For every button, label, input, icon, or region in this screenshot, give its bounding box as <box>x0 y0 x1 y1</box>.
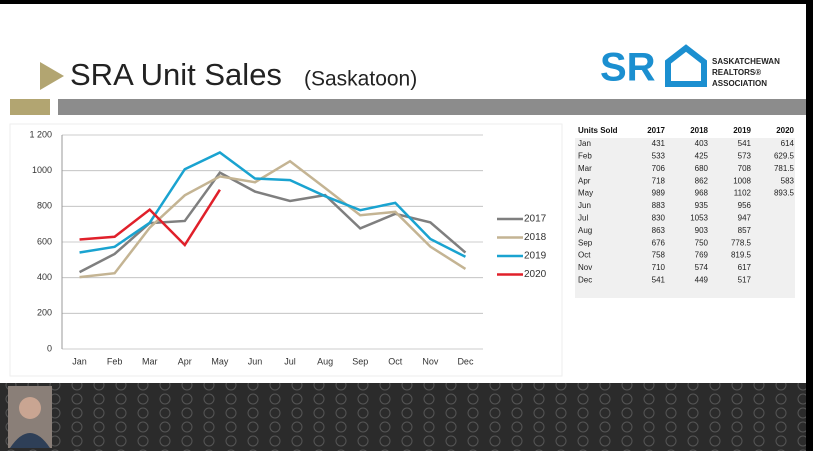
table-cell: 778.5 <box>731 238 752 247</box>
table-cell: 989 <box>652 189 666 198</box>
x-tick-label: Dec <box>457 356 474 366</box>
table-row-label: Oct <box>578 251 591 260</box>
table-cell: 718 <box>652 176 666 185</box>
x-tick-label: May <box>211 356 229 366</box>
logo-house <box>665 44 707 87</box>
table-cell: 893.5 <box>774 189 795 198</box>
table-cell: 863 <box>652 226 666 235</box>
table-row-label: Feb <box>578 152 592 161</box>
table-row-label: Aug <box>578 226 592 235</box>
title-arrow <box>40 62 64 90</box>
x-tick-label: Aug <box>317 356 333 366</box>
footer-band <box>0 383 806 451</box>
table-cell: 750 <box>695 238 709 247</box>
x-tick-label: Jul <box>284 356 296 366</box>
subtitle: (Saskatoon) <box>304 68 417 91</box>
table-cell: 710 <box>652 263 666 272</box>
table-cell: 956 <box>738 201 752 210</box>
table-cell: 541 <box>738 139 752 148</box>
table-cell: 883 <box>652 201 666 210</box>
table-cell: 1008 <box>733 176 751 185</box>
table-header: Units Sold <box>578 126 618 135</box>
table-cell: 830 <box>652 214 666 223</box>
table-col-header: 2018 <box>690 126 708 135</box>
table-cell: 708 <box>738 164 752 173</box>
table-cell: 819.5 <box>731 251 752 260</box>
legend-label: 2017 <box>524 214 547 225</box>
table-row-label: Jun <box>578 201 591 210</box>
table-row-label: Apr <box>578 176 591 185</box>
table-cell: 706 <box>652 164 666 173</box>
y-tick-label: 400 <box>37 272 52 282</box>
table-cell: 541 <box>652 276 666 285</box>
table-cell: 517 <box>738 276 752 285</box>
title-bar-accent <box>10 99 50 115</box>
table-cell: 680 <box>695 164 709 173</box>
y-tick-label: 600 <box>37 236 52 246</box>
series-line <box>79 159 467 279</box>
table-cell: 533 <box>652 152 666 161</box>
y-tick-label: 200 <box>37 308 52 318</box>
table-cell: 676 <box>652 238 666 247</box>
logo-line: ASSOCIATION <box>712 79 767 88</box>
table-cell: 968 <box>695 189 709 198</box>
table-bg <box>575 138 795 298</box>
x-tick-label: Sep <box>352 356 368 366</box>
table-col-header: 2019 <box>733 126 751 135</box>
table-row-label: Jan <box>578 139 591 148</box>
y-tick-label: 800 <box>37 201 52 211</box>
table-col-header: 2017 <box>647 126 665 135</box>
x-tick-label: Apr <box>178 356 192 366</box>
logo-mark: SR <box>600 46 656 90</box>
legend-label: 2019 <box>524 251 547 262</box>
table-row-label: May <box>578 189 593 198</box>
table-row-label: Jul <box>578 214 588 223</box>
y-tick-label: 1 200 <box>29 129 52 139</box>
x-tick-label: Feb <box>107 356 123 366</box>
legend-label: 2018 <box>524 232 547 243</box>
series-line <box>79 151 467 258</box>
table-cell: 947 <box>738 214 752 223</box>
table-row-label: Mar <box>578 164 592 173</box>
table-cell: 431 <box>652 139 666 148</box>
logo-line: SASKATCHEWAN <box>712 57 780 66</box>
table-cell: 758 <box>652 251 666 260</box>
table-cell: 403 <box>695 139 709 148</box>
photo-body <box>10 433 50 448</box>
table-cell: 614 <box>781 139 795 148</box>
table-cell: 781.5 <box>774 164 795 173</box>
table-cell: 425 <box>695 152 709 161</box>
x-tick-label: Oct <box>388 356 403 366</box>
table-cell: 573 <box>738 152 752 161</box>
title-bar <box>58 99 806 115</box>
table-cell: 1053 <box>690 214 708 223</box>
table-cell: 583 <box>781 176 795 185</box>
title: SRA Unit Sales <box>70 57 282 92</box>
table-cell: 903 <box>695 226 709 235</box>
table-cell: 857 <box>738 226 752 235</box>
photo-face <box>19 397 41 419</box>
table-cell: 574 <box>695 263 709 272</box>
y-tick-label: 0 <box>47 343 52 353</box>
x-tick-label: Jun <box>248 356 263 366</box>
table-row-label: Nov <box>578 263 592 272</box>
table-col-header: 2020 <box>776 126 794 135</box>
table-cell: 935 <box>695 201 709 210</box>
series-line <box>79 188 221 248</box>
x-tick-label: Mar <box>142 356 158 366</box>
table-cell: 1102 <box>734 189 752 198</box>
table-cell: 769 <box>695 251 709 260</box>
table-cell: 617 <box>738 263 752 272</box>
x-tick-label: Jan <box>72 356 87 366</box>
table-cell: 449 <box>695 276 709 285</box>
y-tick-label: 1000 <box>32 165 52 175</box>
logo-line: REALTORS® <box>712 68 761 77</box>
table-row-label: Dec <box>578 276 592 285</box>
table-row-label: Sep <box>578 238 593 247</box>
x-tick-label: Nov <box>422 356 439 366</box>
legend-label: 2020 <box>524 269 547 280</box>
table-cell: 862 <box>695 176 709 185</box>
table-cell: 629.5 <box>774 152 795 161</box>
